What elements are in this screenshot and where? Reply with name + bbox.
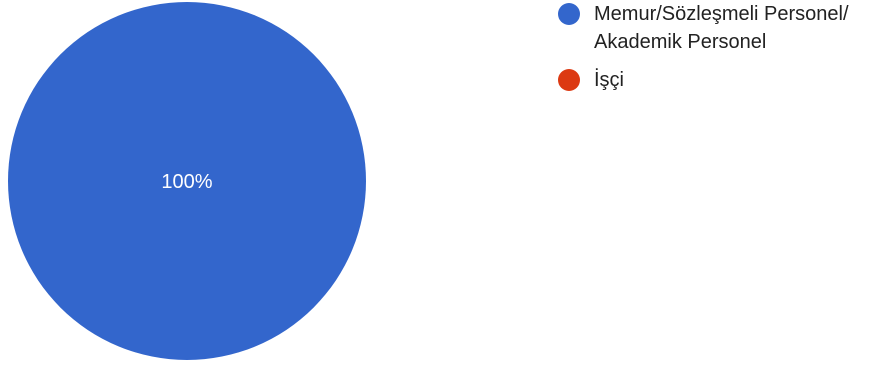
- legend-item-2: İşçi: [558, 66, 896, 94]
- legend-swatch-icon: [558, 3, 580, 25]
- legend-label: İşçi: [594, 69, 624, 91]
- legend-label: Memur/Sözleşmeli Personel/ Akademik Pers…: [594, 3, 849, 53]
- pie-slice-1: [8, 2, 366, 360]
- pie-slice-label-1: 100%: [161, 171, 212, 193]
- legend-item-1: Memur/Sözleşmeli Personel/ Akademik Pers…: [558, 0, 896, 56]
- legend-swatch-icon: [558, 69, 580, 91]
- chart-legend: Memur/Sözleşmeli Personel/ Akademik Pers…: [558, 0, 896, 94]
